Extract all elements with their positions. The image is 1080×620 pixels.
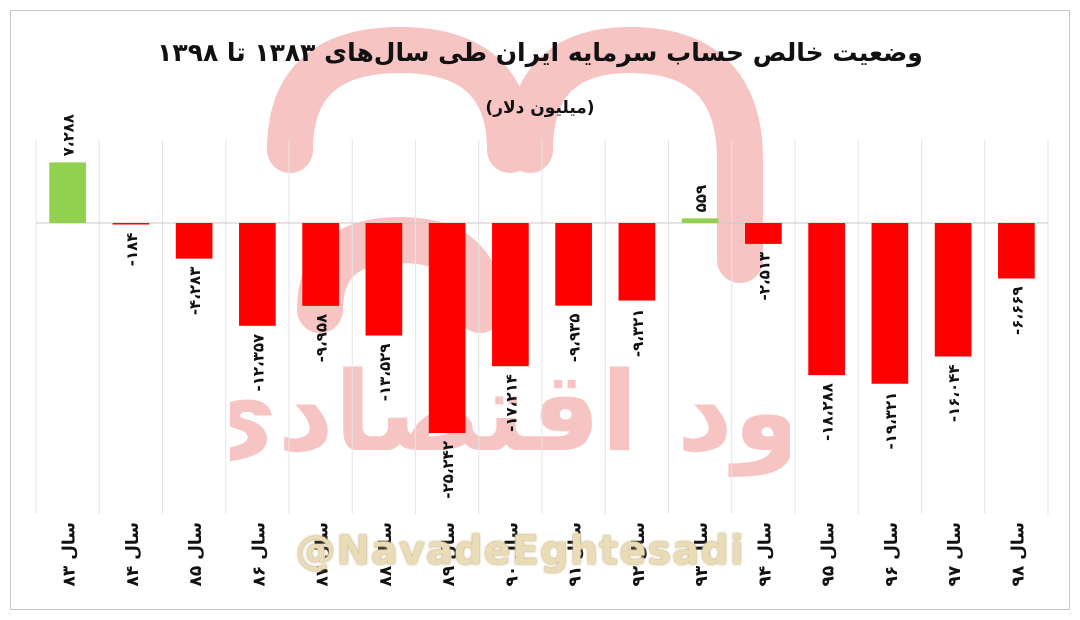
bar <box>428 223 466 433</box>
category-label: سال ۹۱ <box>566 522 586 587</box>
category-label: سال ۸۵ <box>186 522 206 587</box>
category-label: سال ۹۸ <box>1008 522 1028 587</box>
data-label: -۱۶،۰۴۴ <box>945 364 963 422</box>
data-label: -۱۹،۳۲۱ <box>882 392 900 450</box>
data-label: ۷،۲۸۸ <box>60 114 78 156</box>
bar <box>365 223 403 336</box>
data-label: ۵۵۹ <box>692 185 710 212</box>
category-label: سال ۸۹ <box>439 522 459 587</box>
bar <box>871 223 909 384</box>
data-label: -۱۸،۲۸۸ <box>819 383 837 441</box>
category-label: سال ۸۳ <box>60 522 80 587</box>
bar <box>175 223 213 259</box>
data-label: -۹،۳۲۱ <box>629 309 647 358</box>
bar <box>808 223 845 376</box>
category-label: سال ۸۸ <box>376 522 396 587</box>
category-label: سال ۸۷ <box>313 522 333 587</box>
data-label: -۲،۵۱۳ <box>755 252 773 301</box>
watermark-handle: @NavadeEghtesadi <box>295 528 745 574</box>
category-label: سال ۸۴ <box>123 522 143 587</box>
watermark-text: نود اقتصادی <box>230 348 790 477</box>
data-label: -۱۲،۳۵۷ <box>249 334 267 392</box>
watermark-logo: نود اقتصادی <box>230 26 790 477</box>
category-label: سال ۹۲ <box>629 522 649 587</box>
bar <box>618 223 656 301</box>
bar <box>49 162 86 223</box>
bar <box>934 223 972 357</box>
data-label: -۶،۶۶۹ <box>1008 286 1026 335</box>
bar <box>302 223 339 306</box>
chart-title: وضعیت خالص حساب سرمایه ایران طی سال‌های … <box>157 38 923 67</box>
bar <box>681 218 719 223</box>
data-label: -۱۳،۵۲۹ <box>376 344 394 402</box>
category-label: سال ۹۶ <box>882 522 902 587</box>
data-label: -۹،۹۳۵ <box>566 314 584 363</box>
data-label: -۲۵،۲۴۲ <box>439 441 457 499</box>
bar <box>555 223 592 306</box>
data-label: -۹،۹۵۸ <box>313 314 331 363</box>
category-label: سال ۹۴ <box>755 522 775 587</box>
bar <box>745 223 782 244</box>
bar <box>998 223 1035 279</box>
category-label: سال ۹۰ <box>502 522 522 587</box>
category-label: سال ۹۵ <box>819 522 839 587</box>
data-label: -۱۸۴ <box>123 233 141 267</box>
category-label: سال ۹۷ <box>945 522 965 587</box>
chart-subtitle: (میلیون دلار) <box>485 98 595 118</box>
data-label: -۴،۲۸۳ <box>186 267 204 316</box>
bar <box>112 223 150 225</box>
category-label: سال ۸۶ <box>249 522 269 587</box>
data-label: -۱۷،۲۱۴ <box>502 374 520 432</box>
bar <box>492 223 529 367</box>
category-label: سال ۹۳ <box>692 522 712 587</box>
bar <box>239 223 276 326</box>
